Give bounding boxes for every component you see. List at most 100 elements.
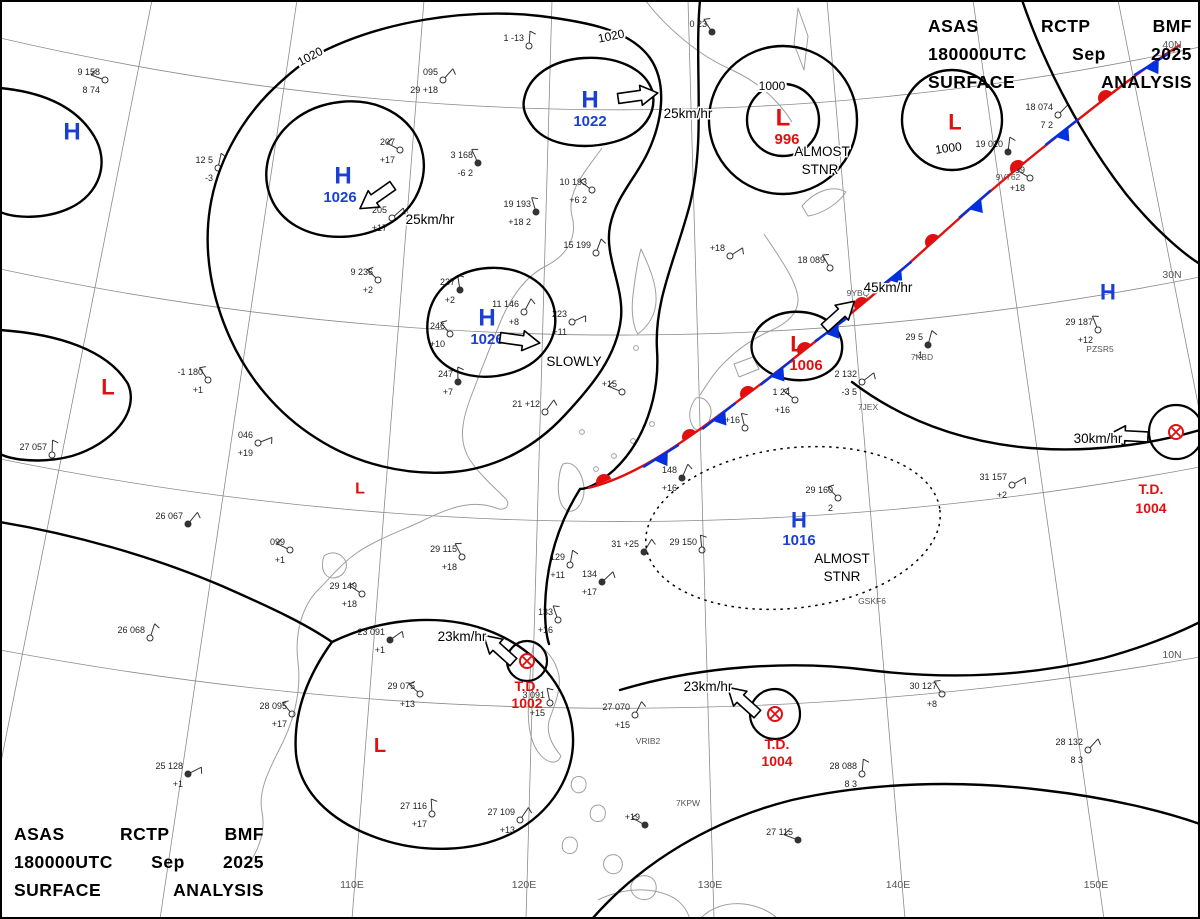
station-value-bottom: 8 74 xyxy=(82,85,100,95)
wind-barb xyxy=(408,683,419,693)
wind-barb-feather xyxy=(572,549,579,555)
wind-barb-feather xyxy=(827,484,835,488)
island xyxy=(593,466,599,472)
wind-barb-feather xyxy=(607,381,614,387)
wind-barb xyxy=(933,681,941,692)
isobar-line xyxy=(0,328,132,462)
station-value-bottom: +18 2 xyxy=(508,217,531,227)
chart-type: SURFACE ANALYSIS xyxy=(14,880,264,900)
wind-barb-feather xyxy=(440,320,448,323)
station-value-top: 19 010 xyxy=(975,139,1003,149)
station-value-top: 29 115 xyxy=(430,544,457,554)
station-plot: 26 067 xyxy=(155,511,201,528)
station-circle xyxy=(358,590,366,598)
isobar-label: 1000 xyxy=(759,79,786,93)
station-id: 7KBD xyxy=(911,352,933,362)
station-value-bottom: 7 2 xyxy=(1040,120,1053,130)
wind-barb-feather xyxy=(553,399,558,406)
station-circle xyxy=(416,690,424,698)
meridian-line xyxy=(1117,0,1200,415)
wind-barb-feather xyxy=(631,813,638,819)
meridian-line xyxy=(972,0,1105,919)
station-circle xyxy=(924,341,932,349)
motion-label: 25km/hr xyxy=(406,212,455,227)
cold-front-symbol xyxy=(877,260,913,290)
wind-barb xyxy=(366,269,377,279)
pressure-center-symbol: H xyxy=(334,163,351,190)
station-circle xyxy=(525,42,533,50)
island xyxy=(630,438,636,444)
station-id: 7JEX xyxy=(858,402,879,412)
valid-time: 180000UTC Sep 2025 xyxy=(928,44,1192,64)
td-value: 1004 xyxy=(761,753,792,769)
pressure-center-symbol: H xyxy=(478,305,495,332)
wind-barb-feather xyxy=(457,366,464,371)
station-value-top: 10 193 xyxy=(559,177,587,187)
station-plot: 27 116 +17 xyxy=(400,798,438,829)
station-value-bottom: +1 xyxy=(193,385,203,395)
station-value-bottom: -3 5 xyxy=(841,387,857,397)
station-plot: 099 +1 xyxy=(270,537,294,565)
wind-barb-feather xyxy=(742,247,744,255)
cold-front-symbol xyxy=(642,443,680,469)
isobar-circle xyxy=(900,68,1004,172)
station-value-top: 27 109 xyxy=(487,807,515,817)
coastline xyxy=(603,854,623,875)
wind-barb xyxy=(521,807,529,818)
tropical-depression-icon xyxy=(1168,424,1184,440)
meridian-line xyxy=(525,0,553,919)
wind-barb xyxy=(864,372,875,381)
station-value-bottom: +1 xyxy=(375,645,385,655)
station-plot: 0 23 xyxy=(689,18,716,36)
wind-barb-feather xyxy=(199,366,206,369)
station-value-top: 129 xyxy=(550,552,565,562)
lat-label: 30N xyxy=(1162,269,1181,281)
wind-barb xyxy=(552,605,558,618)
station-plot: 099 +18 xyxy=(1010,165,1034,193)
wind-barb-feather xyxy=(408,680,416,685)
isobar-line xyxy=(206,12,663,474)
station-circle xyxy=(446,330,454,338)
station-circle xyxy=(204,376,212,384)
station-circle xyxy=(794,836,802,844)
pressure-center-symbol: L xyxy=(101,375,114,400)
station-plot: 133+16 xyxy=(538,605,562,635)
station-plot: 27 115 xyxy=(766,827,802,844)
pressure-center-symbol: H xyxy=(581,87,598,114)
station-id: VRIB2 xyxy=(636,736,661,746)
wind-barb-feather xyxy=(196,512,201,519)
station-circle xyxy=(568,318,576,326)
station-plot: 19 010 xyxy=(975,136,1016,156)
meridian-line xyxy=(826,0,906,919)
coastline xyxy=(630,875,657,901)
station-circle xyxy=(826,264,834,272)
wind-barb-feather xyxy=(1009,136,1016,141)
wind-barb-feather xyxy=(863,758,870,763)
station-circle xyxy=(386,636,394,644)
wind-barb xyxy=(827,486,837,497)
station-value-bottom: +8 xyxy=(927,699,937,709)
station-plot: 129 +11 xyxy=(550,549,579,580)
wind-barb xyxy=(740,413,745,426)
station-circle xyxy=(791,396,799,404)
station-plot: 15 199 xyxy=(563,238,607,257)
station-circle xyxy=(286,546,294,554)
isobar-label: 1020 xyxy=(295,44,325,69)
station-value-top: 27 070 xyxy=(602,702,630,712)
motion-label: ALMOST xyxy=(814,551,870,566)
pressure-center-value: 1016 xyxy=(782,532,815,549)
station-circle xyxy=(520,308,528,316)
warm-front-symbol xyxy=(1010,160,1025,174)
motion-label: 30km/hr xyxy=(1074,431,1123,446)
movement-arrow xyxy=(726,686,762,719)
station-value-top: 25 128 xyxy=(155,761,183,771)
station-circle xyxy=(834,494,842,502)
wind-barb-feather xyxy=(641,701,647,707)
station-plot: 11 146 +8 xyxy=(492,298,536,327)
wind-barb xyxy=(150,623,156,636)
wind-barb xyxy=(349,585,360,593)
wind-barb-feather xyxy=(783,387,790,392)
station-circle xyxy=(640,548,648,556)
station-value-top: 28 132 xyxy=(1055,737,1083,747)
